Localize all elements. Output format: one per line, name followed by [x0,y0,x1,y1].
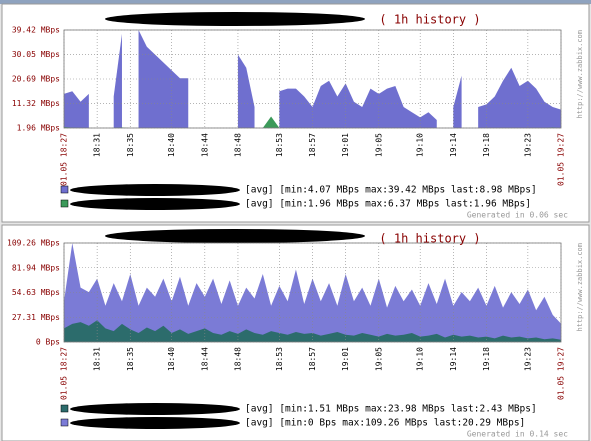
y-tick-label: 20.69 MBps [12,75,60,84]
credit: http://www.zabbix.com [576,243,584,332]
legend-text: [avg] [min:1.96 MBps max:6.37 MBps last:… [245,199,531,210]
redacted [70,184,240,196]
x-tick-label: 19:14 [449,133,458,157]
x-tick-label: 19:18 [482,347,491,371]
area [64,320,561,342]
chart-title: ( 1h history ) [379,13,480,27]
redacted [70,198,240,210]
x-tick-label: 19:05 [374,347,383,371]
redacted [70,417,240,429]
area [237,54,255,128]
x-tick-label: 18:57 [308,133,317,157]
legend-swatch [60,199,69,208]
chart-title: ( 1h history ) [379,232,480,246]
y-tick-label: 39.42 MBps [12,26,60,35]
x-tick-label: 19:14 [449,347,458,371]
area [279,80,437,128]
legend-swatch [60,185,69,194]
legend-text: [avg] [min:4.07 MBps max:39.42 MBps last… [245,185,537,196]
x-tick-label: 19:05 [374,133,383,157]
y-tick-label: 54.63 MBps [12,288,60,297]
x-tick-label: 18:35 [126,347,135,371]
y-tick-label: 0 Bps [36,338,60,347]
x-tick-label: 19:10 [416,133,425,157]
x-tick-label: 18:48 [233,133,242,157]
x-tick-label: 18:40 [167,133,176,157]
redacted [105,12,365,26]
redacted [70,403,240,415]
x-tick-label: 18:35 [126,133,135,157]
x-tick-label: 18:31 [93,133,102,157]
top-strip [0,0,591,4]
generated-note: Generated in 0.06 sec [467,211,568,220]
area [113,33,122,128]
y-tick-label: 11.32 MBps [12,99,60,108]
x-tick-label: 19:23 [523,347,532,371]
y-tick-label: 1.96 MBps [17,124,61,133]
x-tick-label: 18:44 [200,133,209,157]
credit: http://www.zabbix.com [576,30,584,119]
y-tick-label: 30.05 MBps [12,50,60,59]
x-tick-label: 01.05 18:27 [60,133,69,186]
x-tick-label: 01.05 19:27 [557,133,566,186]
legend-swatch [60,418,69,427]
x-tick-label: 18:40 [167,347,176,371]
x-tick-label: 01.05 18:27 [60,347,69,400]
x-tick-label: 19:01 [341,133,350,157]
redacted [105,229,365,243]
x-tick-label: 01.05 19:27 [557,347,566,400]
x-tick-label: 18:44 [200,347,209,371]
legend-text: [avg] [min:0 Bps max:109.26 MBps last:20… [245,418,525,429]
plot-border [63,242,562,343]
x-tick-label: 18:57 [308,347,317,371]
area [478,67,561,128]
x-tick-label: 18:53 [275,133,284,157]
y-tick-label: 81.94 MBps [12,263,60,272]
plot-border [63,29,562,129]
x-tick-label: 19:01 [341,347,350,371]
x-tick-label: 18:53 [275,347,284,371]
x-tick-label: 19:18 [482,133,491,157]
x-tick-label: 18:31 [93,347,102,371]
x-tick-label: 19:23 [523,133,532,157]
y-tick-label: 109.26 MBps [7,239,60,248]
x-tick-label: 18:48 [233,347,242,371]
legend-text: [avg] [min:1.51 MBps max:23.98 MBps last… [245,404,537,415]
legend-swatch [60,404,69,413]
y-tick-label: 27.31 MBps [12,313,60,322]
x-tick-label: 19:10 [416,347,425,371]
area [64,91,89,128]
area [453,75,462,128]
generated-note: Generated in 0.14 sec [467,430,568,439]
